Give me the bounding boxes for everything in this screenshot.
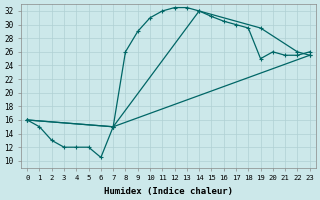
- X-axis label: Humidex (Indice chaleur): Humidex (Indice chaleur): [104, 187, 233, 196]
